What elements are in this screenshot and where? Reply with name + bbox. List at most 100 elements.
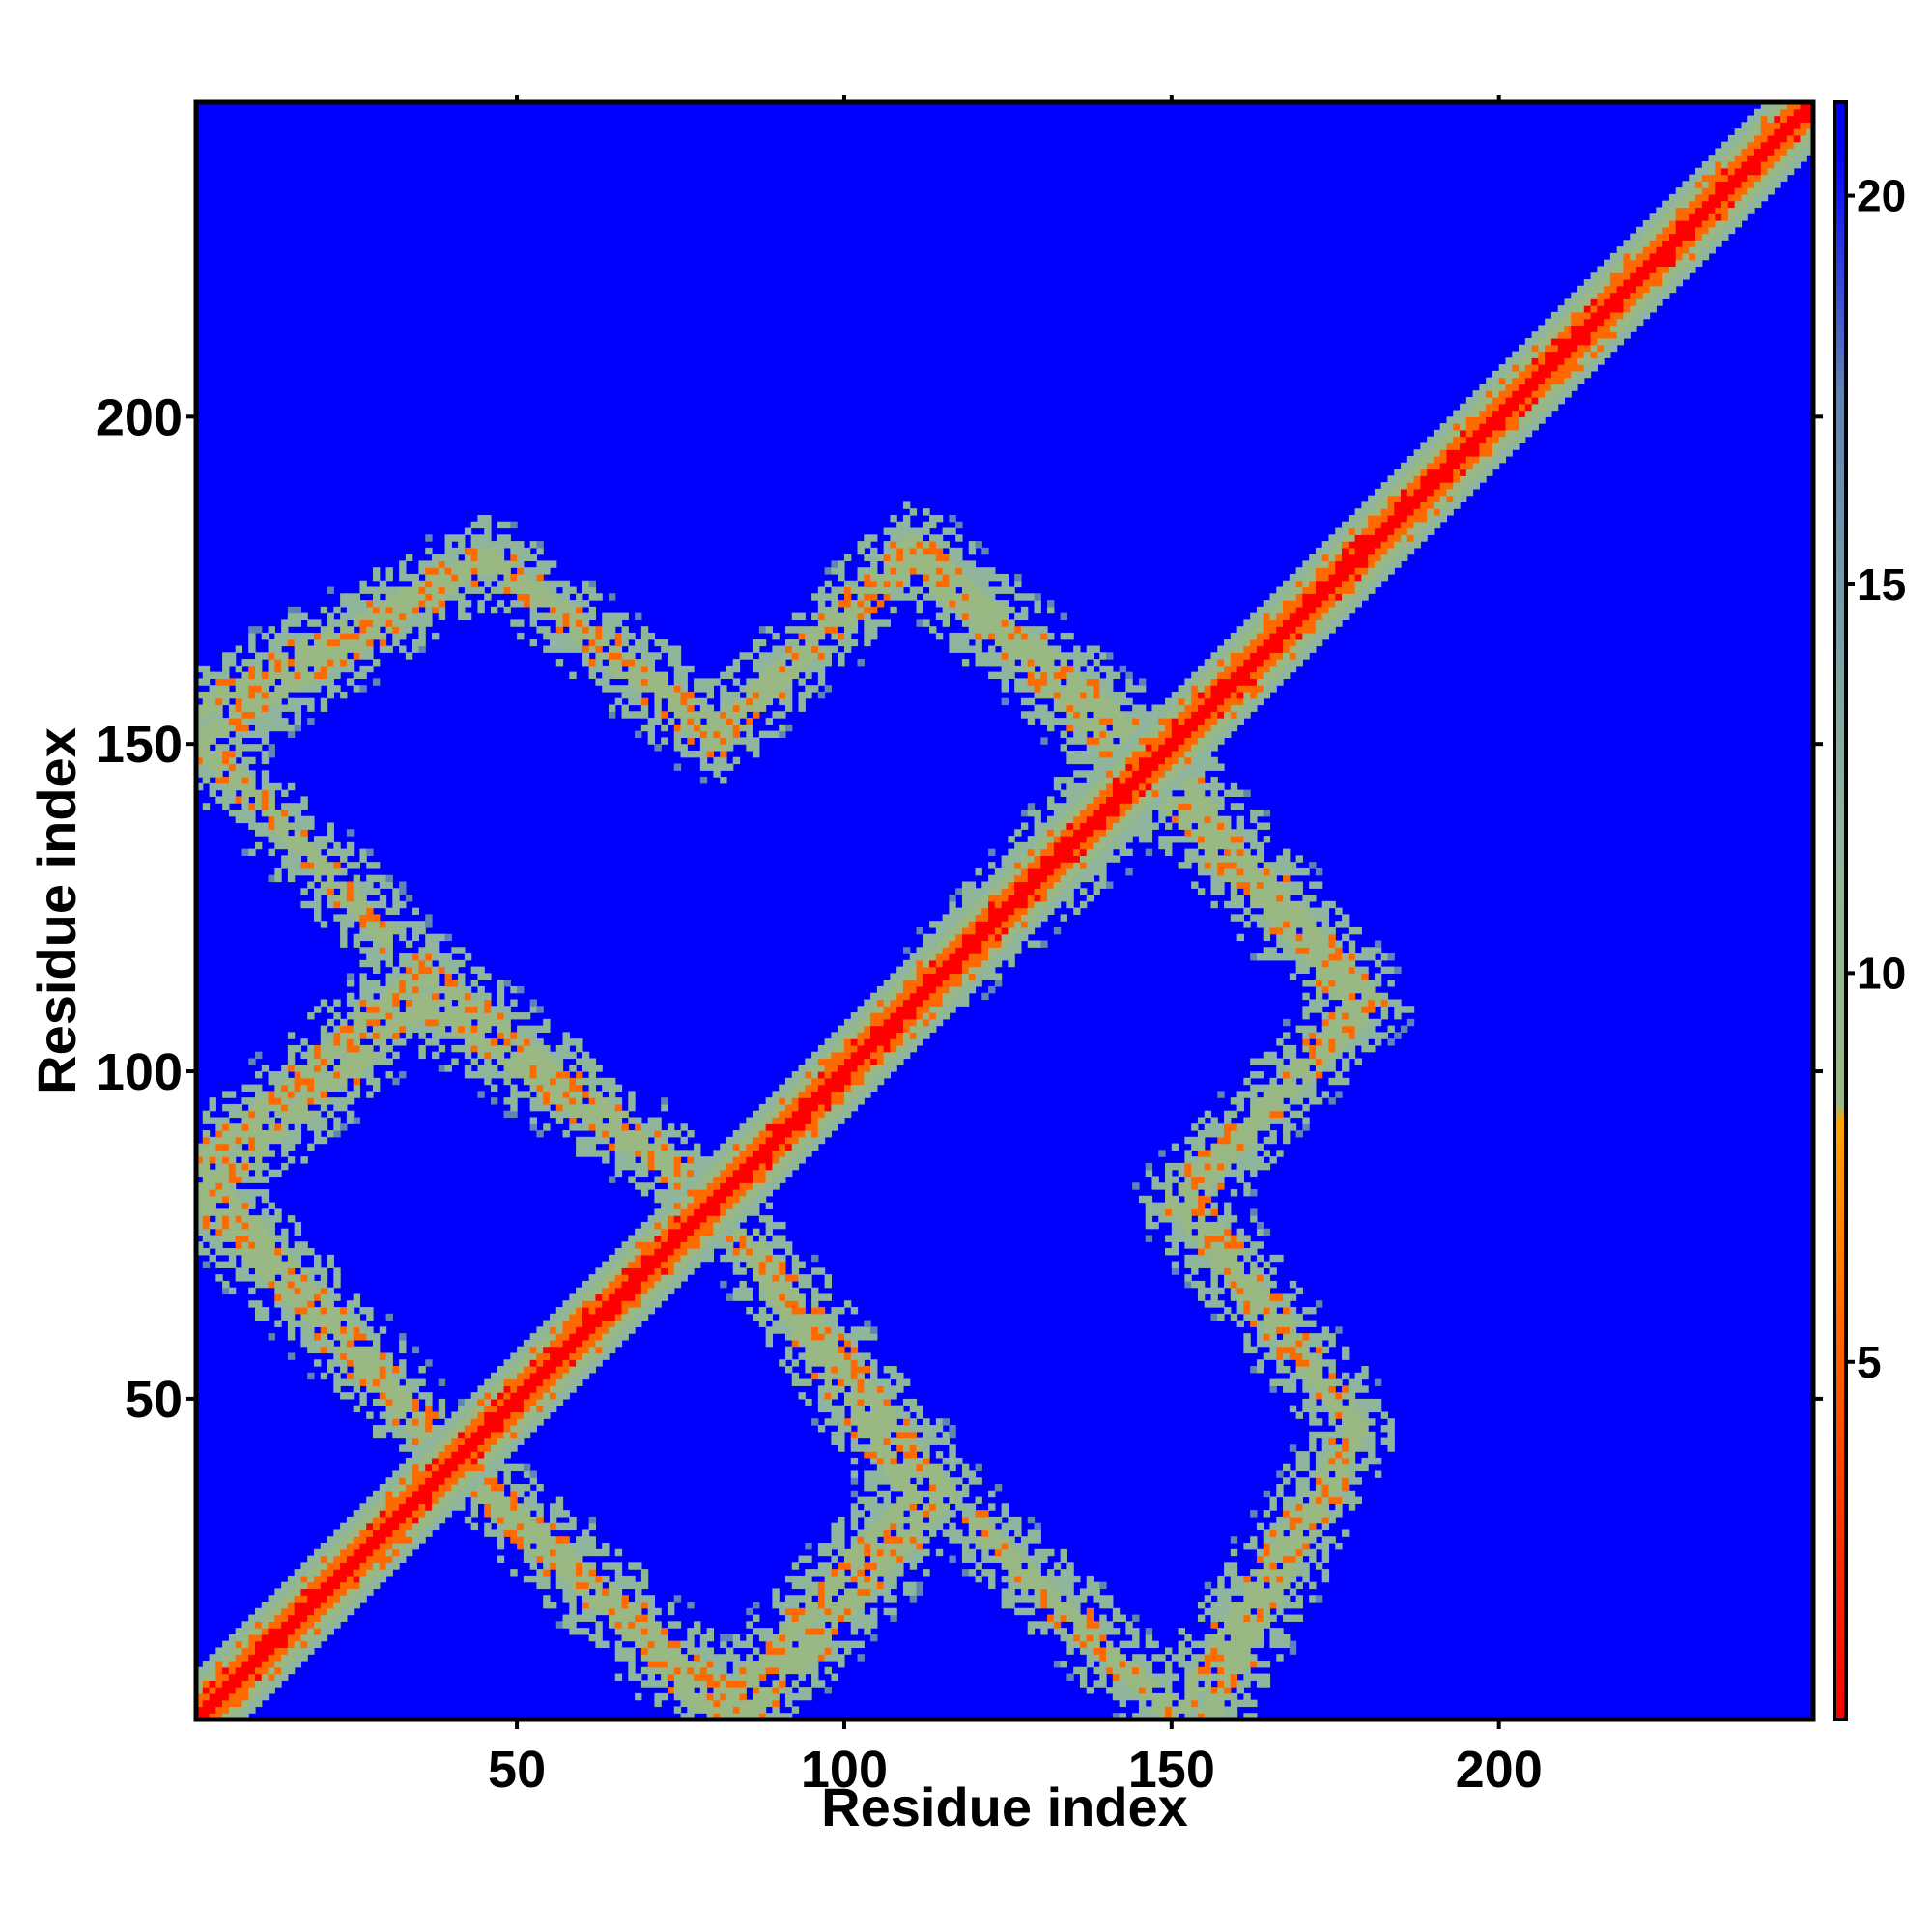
heatmap-cell [327, 1097, 334, 1105]
heatmap-cell [811, 1320, 819, 1327]
heatmap-cell [765, 1248, 774, 1256]
heatmap-cell [582, 1300, 590, 1308]
heatmap-cell [562, 1103, 570, 1112]
heatmap-cell [706, 685, 715, 693]
heatmap-cell [255, 1607, 263, 1616]
heatmap-cell [673, 1241, 682, 1249]
heatmap-cell [510, 521, 518, 529]
heatmap-cell [353, 1117, 361, 1124]
heatmap-cell [779, 1130, 786, 1138]
heatmap-cell [242, 1267, 249, 1275]
heatmap-cell [372, 593, 381, 601]
heatmap-cell [798, 1130, 806, 1138]
heatmap-cell [307, 1248, 315, 1256]
heatmap-cell [680, 1673, 688, 1681]
heatmap-cell [274, 809, 282, 817]
heatmap-cell [706, 1156, 715, 1164]
heatmap-cell [372, 1032, 381, 1039]
heatmap-cell [281, 1588, 289, 1596]
heatmap-cell [294, 1307, 302, 1315]
heatmap-cell [805, 1110, 812, 1119]
heatmap-cell [333, 1103, 341, 1112]
heatmap-cell [779, 1261, 786, 1268]
heatmap-cell [353, 1378, 361, 1386]
heatmap-cell [242, 1215, 249, 1223]
heatmap-cell [562, 1366, 570, 1374]
heatmap-cell [346, 632, 355, 640]
heatmap-cell [779, 1110, 786, 1119]
heatmap-cell [327, 1032, 334, 1039]
heatmap-cell [640, 1313, 649, 1321]
heatmap-cell [694, 1254, 701, 1263]
heatmap-cell [242, 782, 249, 791]
heatmap-cell [366, 900, 374, 909]
heatmap-cell [608, 1084, 616, 1092]
heatmap-cell [228, 1699, 237, 1708]
heatmap-cell [242, 1235, 249, 1242]
heatmap-cell [196, 1221, 204, 1230]
heatmap-cell [699, 724, 708, 732]
heatmap-cell [614, 1293, 623, 1301]
heatmap-cell [418, 567, 426, 575]
heatmap-cell [791, 1110, 800, 1119]
heatmap-cell [255, 829, 263, 837]
heatmap-cell [412, 1457, 420, 1465]
heatmap-cell [706, 1654, 715, 1662]
heatmap-cell [209, 691, 216, 699]
heatmap-cell [281, 1300, 289, 1308]
heatmap-cell [635, 1673, 642, 1681]
heatmap-cell [405, 612, 413, 621]
heatmap-cell [490, 586, 498, 594]
heatmap-cell [255, 1673, 263, 1681]
heatmap-cell [635, 1235, 642, 1242]
heatmap-cell [333, 632, 341, 640]
heatmap-cell [405, 1536, 413, 1544]
heatmap-cell [614, 1103, 623, 1112]
heatmap-cell [399, 600, 407, 608]
heatmap-cell [399, 1385, 407, 1393]
heatmap-cell [418, 973, 426, 980]
heatmap-cell [654, 1254, 662, 1263]
heatmap-cell [268, 652, 275, 660]
heatmap-cell [562, 1091, 570, 1098]
heatmap-cell [353, 1038, 361, 1046]
heatmap-cell [725, 1706, 734, 1714]
heatmap-cell [464, 1032, 472, 1039]
heatmap-cell [654, 671, 662, 680]
heatmap-cell [340, 1071, 348, 1079]
heatmap-cell [359, 933, 367, 942]
heatmap-cell [431, 940, 440, 948]
heatmap-cell [287, 1352, 296, 1360]
heatmap-cell [543, 1333, 551, 1341]
heatmap-cell [503, 1398, 511, 1406]
heatmap-cell [497, 1411, 505, 1419]
heatmap-cell [758, 1274, 767, 1282]
heatmap-cell [811, 1359, 819, 1367]
heatmap-cell [431, 973, 440, 980]
heatmap-cell [385, 1405, 393, 1413]
heatmap-cell [392, 632, 400, 640]
heatmap-cell [307, 881, 315, 889]
heatmap-cell [713, 1680, 721, 1688]
heatmap-cell [202, 1235, 211, 1242]
heatmap-cell [235, 1654, 243, 1662]
heatmap-cell [268, 829, 275, 837]
heatmap-cell [582, 1313, 590, 1321]
heatmap-cell [425, 612, 433, 621]
heatmap-cell [372, 1548, 381, 1557]
heatmap-cell [569, 1588, 577, 1596]
heatmap-cell [340, 921, 348, 928]
heatmap-cell [425, 593, 433, 601]
heatmap-cell [202, 750, 211, 758]
heatmap-cell [549, 1313, 557, 1321]
heatmap-cell [720, 1208, 727, 1216]
heatmap-cell [261, 1621, 270, 1629]
heatmap-cell [392, 921, 400, 928]
heatmap-cell [366, 619, 374, 627]
heatmap-cell [562, 1555, 570, 1563]
heatmap-cell [392, 1378, 400, 1386]
heatmap-cell [281, 841, 289, 850]
heatmap-cell [327, 691, 334, 699]
heatmap-cell [739, 1150, 747, 1157]
heatmap-cell [654, 1300, 662, 1308]
